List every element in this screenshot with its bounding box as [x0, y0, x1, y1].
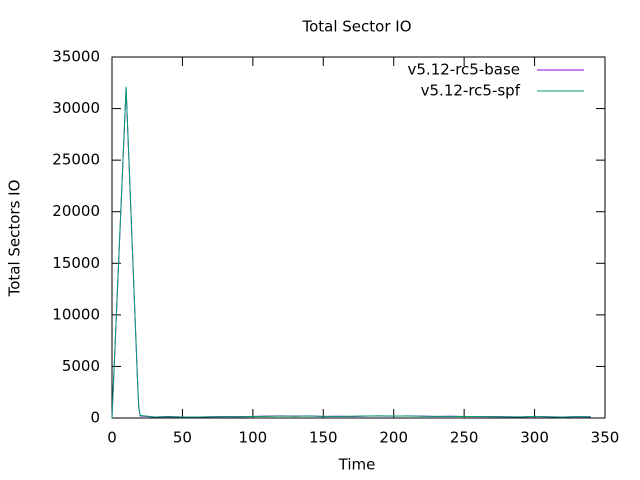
data-line	[111, 86, 591, 419]
legend-label: v5.12-rc5-base	[408, 61, 521, 79]
y-tick-label: 0	[90, 409, 100, 427]
x-axis-label: Time	[338, 456, 376, 474]
y-tick-label: 5000	[62, 357, 100, 375]
y-tick-label: 35000	[52, 48, 100, 66]
x-tick-label: 100	[239, 429, 268, 447]
chart-title: Total Sector IO	[301, 18, 411, 36]
x-tick-label: 150	[309, 429, 338, 447]
x-tick-label: 200	[379, 429, 408, 447]
data-line	[111, 87, 591, 419]
y-tick-label: 20000	[52, 202, 100, 220]
y-tick-label: 15000	[52, 254, 100, 272]
x-tick-label: 0	[107, 429, 117, 447]
legend-label: v5.12-rc5-spf	[421, 82, 521, 100]
x-tick-label: 50	[173, 429, 192, 447]
y-tick-label: 30000	[52, 99, 100, 117]
y-axis-label: Total Sectors IO	[6, 180, 24, 298]
y-tick-label: 25000	[52, 151, 100, 169]
y-tick-label: 10000	[52, 305, 100, 323]
plot-border	[111, 56, 606, 419]
x-tick-label: 300	[520, 429, 549, 447]
x-tick-label: 250	[450, 429, 479, 447]
x-tick-label: 350	[591, 429, 620, 447]
